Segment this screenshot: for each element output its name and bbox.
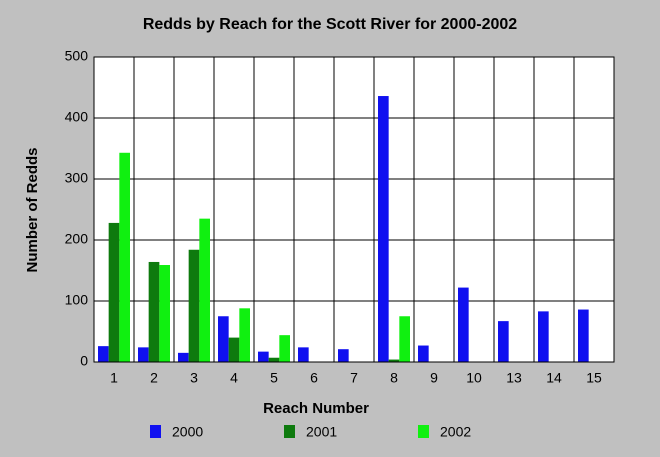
bar (498, 321, 509, 362)
y-tick-label: 0 (80, 353, 88, 369)
x-tick-label: 5 (270, 370, 278, 386)
bar (338, 349, 349, 362)
bar (258, 351, 269, 362)
x-tick-label: 15 (586, 370, 602, 386)
legend-swatch (284, 425, 295, 438)
bar (279, 335, 290, 362)
y-tick-label: 500 (65, 48, 89, 64)
y-tick-label: 100 (65, 292, 89, 308)
plot-area (94, 57, 614, 362)
bar (218, 316, 229, 362)
legend-label: 2002 (440, 424, 471, 440)
x-tick-label: 14 (546, 370, 562, 386)
bar (98, 346, 109, 362)
y-tick-label: 200 (65, 231, 89, 247)
y-tick-label: 400 (65, 109, 89, 125)
bar (388, 359, 400, 362)
bar (298, 347, 309, 362)
bar (268, 357, 280, 362)
legend-swatch (150, 425, 161, 438)
x-tick-label: 13 (506, 370, 522, 386)
bar (199, 218, 210, 362)
x-tick-label: 6 (310, 370, 318, 386)
legend-swatch (418, 425, 429, 438)
plot-border (93, 56, 615, 363)
bar (538, 311, 549, 362)
bar (578, 309, 589, 362)
legend-label: 2001 (306, 424, 337, 440)
bar (188, 249, 200, 362)
bar (228, 337, 240, 362)
x-axis-label: Reach Number (263, 400, 369, 417)
bar (399, 316, 410, 362)
x-tick-label: 3 (190, 370, 198, 386)
bar (239, 308, 250, 362)
bar (458, 287, 469, 362)
x-tick-label: 7 (350, 370, 358, 386)
bar (418, 345, 429, 362)
legend-label: 2000 (172, 424, 203, 440)
x-tick-label: 9 (430, 370, 438, 386)
bar (178, 352, 189, 362)
chart-title: Redds by Reach for the Scott River for 2… (143, 16, 517, 33)
bar (148, 261, 160, 362)
bar (119, 152, 130, 362)
x-tick-label: 2 (150, 370, 158, 386)
bar (108, 222, 120, 362)
x-tick-label: 1 (110, 370, 118, 386)
y-axis-label: Number of Redds (24, 147, 41, 272)
x-tick-label: 10 (466, 370, 482, 386)
x-tick-label: 8 (390, 370, 398, 386)
bar (159, 265, 170, 362)
bar (378, 96, 389, 362)
y-tick-label: 300 (65, 170, 89, 186)
x-tick-label: 4 (230, 370, 238, 386)
bar (138, 347, 149, 362)
